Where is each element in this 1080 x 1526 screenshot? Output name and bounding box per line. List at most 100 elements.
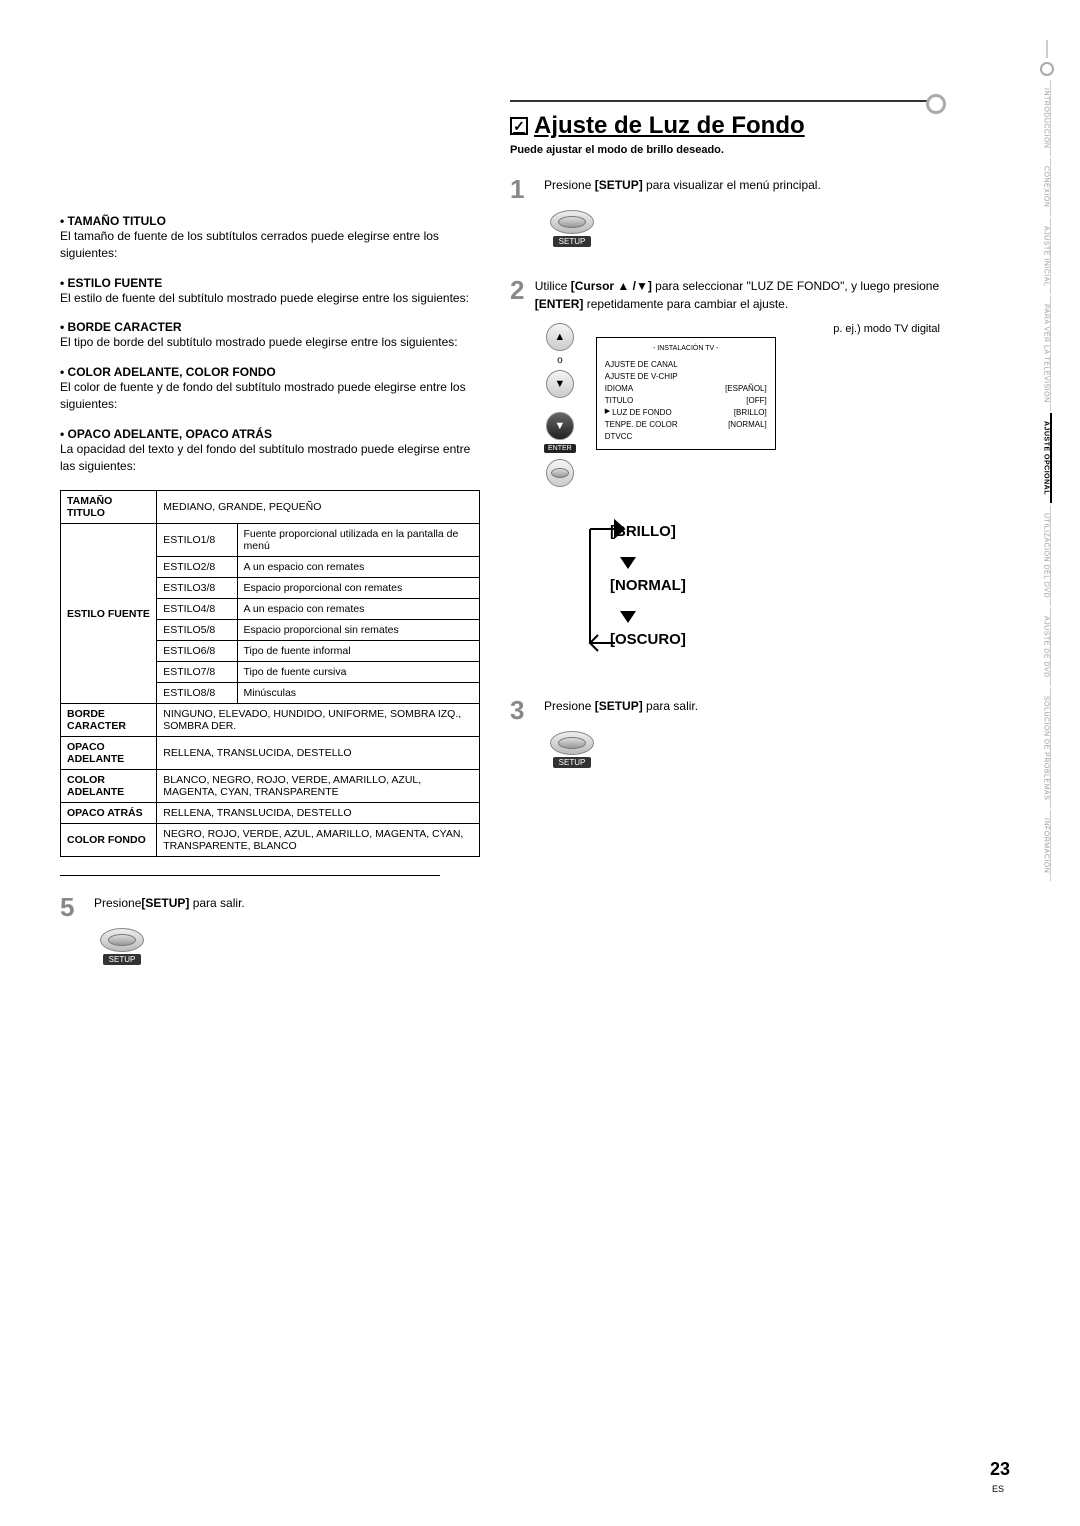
enter-label: ENTER [544,444,576,453]
tv-caption: p. ej.) modo TV digital [596,323,940,335]
td-oa: RELLENA, TRANSLUCIDA, DESTELLO [157,737,480,770]
cycle-diagram: [BRILLO] [NORMAL] [OSCURO] [570,517,710,667]
menu-header: - INSTALACIÓN TV - [605,344,767,355]
s5-post: para salir. [189,896,244,910]
menu-row: IDIOMA[ESPAÑOL] [605,383,767,395]
th-ob: OPACO ATRÁS [61,803,157,824]
divider [60,875,440,876]
td-e7b: Tipo de fuente cursiva [237,662,479,683]
section-subtitle: Puede ajustar el modo de brillo deseado. [510,144,940,156]
th-estilo: ESTILO FUENTE [61,524,157,704]
sidebar-tab: SOLUCIÓN DE PROBLEMAS [1043,688,1051,808]
td-e6b: Tipo de fuente informal [237,641,479,662]
th-oa: OPACO ADELANTE [61,737,157,770]
td-e5b: Espacio proporcional sin remates [237,620,479,641]
section-title: ✓ Ajuste de Luz de Fondo [510,112,940,140]
tv-menu-box: - INSTALACIÓN TV - AJUSTE DE CANALAJUSTE… [596,337,776,450]
step-number-5: 5 [60,894,84,920]
td-ob: RELLENA, TRANSLUCIDA, DESTELLO [157,803,480,824]
bullet-estilo-fuente: • ESTILO FUENTE [60,276,480,290]
sidebar-tab: INFORMACIÓN [1043,810,1051,881]
td-e6a: ESTILO6/8 [157,641,237,662]
td-e1a: ESTILO1/8 [157,524,237,557]
setup-button-graphic-1: SETUP [544,210,600,247]
s5-setup: [SETUP] [141,896,189,910]
options-table: TAMAÑO TITULOMEDIANO, GRANDE, PEQUEÑO ES… [60,490,480,857]
s3-pre: Presione [544,699,595,713]
th-cf: COLOR FONDO [61,824,157,857]
s2-pre: Utilice [535,279,571,293]
menu-row: ▶LUZ DE FONDO[BRILLO] [605,407,767,419]
sidebar-tabs: INTRODUCCIÓN CONEXIÓN AJUSTE INICIAL PARA V… [1038,40,1056,1320]
td-e5a: ESTILO5/8 [157,620,237,641]
desc-tamano: El tamaño de fuente de los subtítulos ce… [60,228,480,262]
s1-b: [SETUP] [595,178,643,192]
menu-row: TENPE. DE COLOR[NORMAL] [605,419,767,431]
step-number-1: 1 [510,176,534,202]
cycle-opt-2: [NORMAL] [610,577,686,594]
step-3-body: Presione [SETUP] para salir. [544,697,698,715]
sidebar-tab: UTILIZACIÓN DEL DVD [1043,505,1051,606]
sidebar-tab: PARA VER LA TELEVISIÓN [1043,296,1051,411]
td-e1b: Fuente proporcional utilizada en la pant… [237,524,479,557]
td-e2b: A un espacio con remates [237,557,479,578]
td-e4b: A un espacio con remates [237,599,479,620]
td-cf: NEGRO, ROJO, VERDE, AZUL, AMARILLO, MAGE… [157,824,480,857]
section-rule [510,100,940,102]
step-1-body: Presione [SETUP] para visualizar el menú… [544,176,821,194]
bullet-color: • COLOR ADELANTE, COLOR FONDO [60,365,480,379]
step-2-body: Utilice [Cursor ▲ /▼] para seleccionar "… [535,277,940,313]
s2-mid: para seleccionar "LUZ DE FONDO", y luego… [652,279,939,293]
s3-b: [SETUP] [595,699,643,713]
s3-post: para salir. [643,699,698,713]
th-ca: COLOR ADELANTE [61,770,157,803]
td-e7a: ESTILO7/8 [157,662,237,683]
desc-estilo: El estilo de fuente del subtítulo mostra… [60,290,480,307]
setup-button-graphic-left: SETUP [94,928,150,965]
enter-button-icon [546,459,574,487]
sidebar-tab: CONEXIÓN [1043,158,1051,215]
td-e8b: Minúsculas [237,683,479,704]
left-column: • TAMAÑO TITULO El tamaño de fuente de l… [60,40,480,965]
s1-pre: Presione [544,178,595,192]
sidebar-tab: INTRODUCCIÓN [1043,80,1051,156]
cycle-opt-1: [BRILLO] [610,523,676,540]
td-e2a: ESTILO2/8 [157,557,237,578]
o-label: o [557,355,563,366]
setup-label-3: SETUP [553,757,592,768]
td-e8a: ESTILO8/8 [157,683,237,704]
setup-label-1: SETUP [553,236,592,247]
th-tamano: TAMAÑO TITULO [61,491,157,524]
s5-pre: Presione [94,896,141,910]
menu-row: AJUSTE DE CANAL [605,359,767,371]
th-borde: BORDE CARACTER [61,704,157,737]
enter-down-icon: ▼ [546,412,574,440]
cycle-opt-3: [OSCURO] [610,631,686,648]
sidebar-tab: AJUSTE OPCIONAL [1043,413,1052,503]
s2-b2: [ENTER] [535,297,584,311]
desc-color: El color de fuente y de fondo del subtít… [60,379,480,413]
bullet-borde: • BORDE CARACTER [60,320,480,334]
td-e3a: ESTILO3/8 [157,578,237,599]
right-column: ✓ Ajuste de Luz de Fondo Puede ajustar e… [510,40,940,965]
bullet-opaco: • OPACO ADELANTE, OPACO ATRÁS [60,427,480,441]
step-1: 1 Presione [SETUP] para visualizar el me… [510,176,940,202]
td-e3b: Espacio proporcional con remates [237,578,479,599]
step-5: 5 Presione[SETUP] para salir. [60,894,480,920]
bullet-tamano-titulo: • TAMAÑO TITULO [60,214,480,228]
menu-row: AJUSTE DE V-CHIP [605,371,767,383]
sidebar-tab: AJUSTE INICIAL [1043,218,1051,294]
setup-label-left: SETUP [103,954,142,965]
desc-borde: El tipo de borde del subtítulo mostrado … [60,334,480,351]
cursor-up-icon: ▲ [546,323,574,351]
sidebar-dot-icon [1040,62,1054,76]
td-e4a: ESTILO4/8 [157,599,237,620]
td-ca: BLANCO, NEGRO, ROJO, VERDE, AMARILLO, AZ… [157,770,480,803]
cursor-down-icon: ▼ [546,370,574,398]
step-number-2: 2 [510,277,525,303]
step-5-body: Presione[SETUP] para salir. [94,894,245,912]
menu-row: TITULO[OFF] [605,395,767,407]
s2-b1: [Cursor ▲ /▼] [571,279,652,293]
td-borde: NINGUNO, ELEVADO, HUNDIDO, UNIFORME, SOM… [157,704,480,737]
menu-row: DTVCC [605,431,767,443]
